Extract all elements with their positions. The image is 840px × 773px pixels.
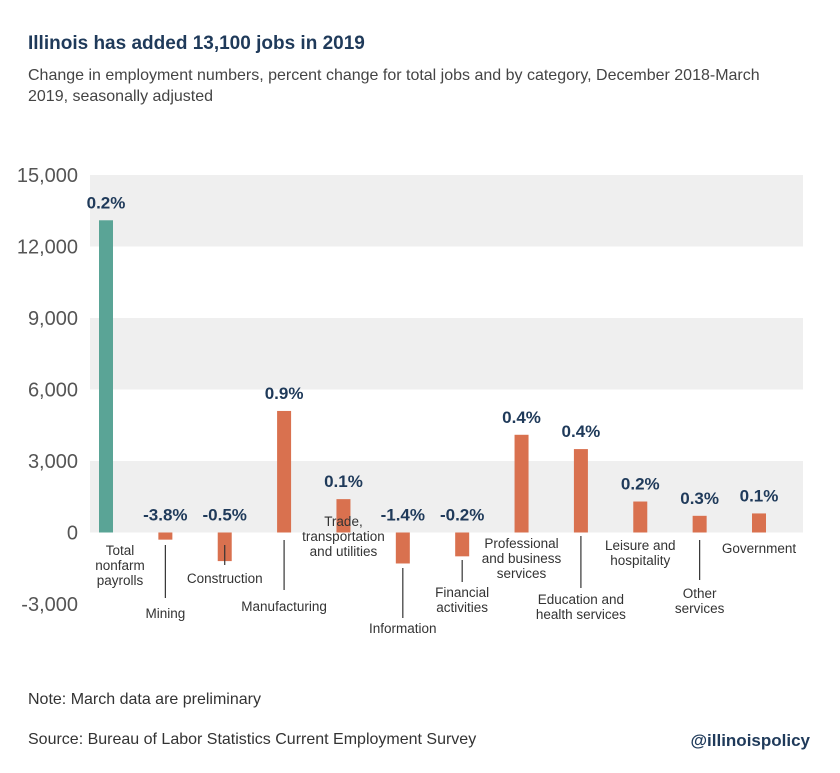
grid-band: [90, 175, 803, 247]
y-tick-label: 0: [67, 523, 78, 545]
data-label: 0.9%: [265, 384, 304, 403]
category-label: services: [497, 566, 547, 581]
category-label: Education and: [538, 592, 624, 607]
bar: [158, 532, 173, 540]
y-tick-label: -3,000: [21, 594, 78, 616]
y-tick-label: 9,000: [28, 308, 78, 330]
y-tick-label: 15,000: [17, 165, 78, 187]
grid-band: [90, 461, 803, 533]
data-label: -1.4%: [381, 506, 425, 525]
category-label: activities: [436, 600, 488, 615]
category-label: transportation: [302, 529, 385, 544]
category-label: Construction: [187, 571, 263, 586]
data-label: 0.4%: [562, 422, 601, 441]
category-label: Other: [683, 586, 717, 601]
category-label: and business: [482, 551, 562, 566]
data-label: 0.4%: [502, 408, 541, 427]
data-label: 0.2%: [87, 193, 126, 212]
chart-subtitle: Change in employment numbers, percent ch…: [28, 67, 760, 105]
data-label: -3.8%: [143, 506, 187, 525]
category-label: Manufacturing: [241, 599, 327, 614]
y-tick-label: 12,000: [17, 237, 78, 259]
category-label: hospitality: [610, 553, 670, 568]
data-label: -0.2%: [440, 506, 484, 525]
category-label: Government: [722, 541, 797, 556]
category-label: Information: [369, 621, 437, 636]
data-label: 0.2%: [621, 475, 660, 494]
y-tick-label: 3,000: [28, 451, 78, 473]
category-label: and utilities: [310, 544, 378, 559]
category-label: Trade,: [324, 514, 363, 529]
grid-band: [90, 318, 803, 390]
bar: [514, 434, 529, 533]
category-label: Financial: [435, 585, 489, 600]
bar: [573, 449, 588, 533]
category-label: nonfarm: [95, 558, 145, 573]
bar: [455, 532, 470, 557]
category-label: Professional: [484, 536, 558, 551]
category-label: health services: [536, 607, 626, 622]
bar: [395, 532, 410, 564]
bar: [692, 515, 707, 533]
category-label: Total: [106, 543, 135, 558]
y-tick-label: 6,000: [28, 380, 78, 402]
bar: [752, 513, 766, 533]
bar: [336, 499, 351, 533]
bar: [633, 501, 648, 533]
category-label: services: [675, 601, 725, 616]
data-label: -0.5%: [203, 506, 247, 525]
chart-source: Source: Bureau of Labor Statistics Curre…: [28, 731, 477, 748]
brand-handle: @illinoispolicy: [690, 731, 810, 750]
category-label: payrolls: [97, 573, 144, 588]
category-label: Leisure and: [605, 538, 676, 553]
data-label: 0.1%: [324, 472, 363, 491]
data-label: 0.1%: [740, 486, 779, 505]
category-label: Mining: [145, 606, 185, 621]
data-label: 0.3%: [680, 489, 719, 508]
chart-note: Note: March data are preliminary: [28, 691, 261, 708]
bar: [277, 410, 292, 533]
chart-title: Illinois has added 13,100 jobs in 2019: [28, 33, 365, 54]
bar: [99, 220, 113, 533]
bar-chart: 15,000 12,000 9,000 6,000 3,000 0 -3,000 0.2% -…: [17, 165, 803, 636]
